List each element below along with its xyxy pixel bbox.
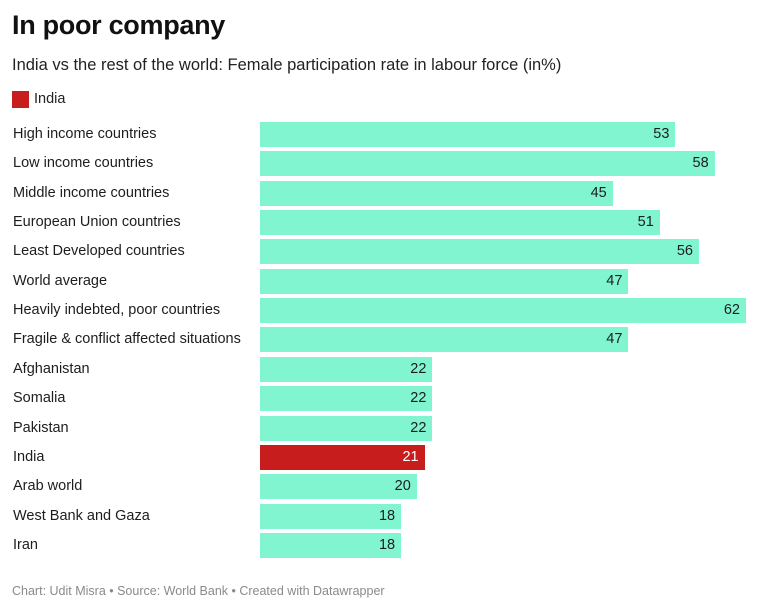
category-label-west-bank-and-gaza: West Bank and Gaza xyxy=(13,507,150,524)
bar-row-middle-income-countries: Middle income countries 45 xyxy=(0,180,759,210)
category-label-least-developed-countries: Least Developed countries xyxy=(13,243,185,260)
bar-arab-world: 20 xyxy=(260,474,417,500)
bar-row-european-union-countries: European Union countries 51 xyxy=(0,210,759,239)
chart-legend: India xyxy=(12,90,65,108)
value-label-iran: 18 xyxy=(378,536,396,553)
value-label-fragile-and-conflict-affected-situations: 47 xyxy=(606,331,623,348)
bar-afghanistan: 22 xyxy=(260,356,433,382)
bar-fragile-and-conflict-affected-situations: 47 xyxy=(260,327,629,353)
bar-low-income-countries: 58 xyxy=(260,151,715,177)
value-label-pakistan: 22 xyxy=(410,419,427,436)
bar-row-iran: Iran 18 xyxy=(0,532,759,562)
bar-row-india: India 21 xyxy=(0,444,759,474)
value-label-india: 21 xyxy=(402,448,419,465)
bar-heavily-indebted-poor-countries: 62 xyxy=(260,298,746,324)
bar-row-high-income-countries: High income countries 53 xyxy=(0,122,759,151)
bar-india: 21 xyxy=(260,444,425,470)
bar-row-pakistan: Pakistan 22 xyxy=(0,415,759,445)
bar-high-income-countries: 53 xyxy=(260,122,676,147)
bar-row-low-income-countries: Low income countries 58 xyxy=(0,151,759,180)
category-label-heavily-indebted-poor-countries: Heavily indebted, poor countries xyxy=(13,302,221,319)
value-label-somalia: 22 xyxy=(410,390,427,407)
bar-row-somalia: Somalia 22 xyxy=(0,386,759,415)
category-label-low-income-countries: Low income countries xyxy=(13,155,154,172)
value-label-world-average: 47 xyxy=(606,272,623,289)
category-label-somalia: Somalia xyxy=(13,390,66,407)
value-label-low-income-countries: 58 xyxy=(692,155,709,172)
category-label-middle-income-countries: Middle income countries xyxy=(13,184,170,201)
legend-label-india: India xyxy=(34,91,66,107)
chart-title: In poor company xyxy=(12,10,226,40)
category-label-pakistan: Pakistan xyxy=(13,419,69,436)
bar-least-developed-countries: 56 xyxy=(260,239,699,265)
value-label-arab-world: 20 xyxy=(394,478,411,495)
bar-somalia: 22 xyxy=(260,386,433,412)
bar-row-heavily-indebted-poor-countries: Heavily indebted, poor countries 62 xyxy=(0,298,759,327)
bar-row-world-average: World average 47 xyxy=(0,268,759,298)
bar-pakistan: 22 xyxy=(260,415,433,441)
bar-row-least-developed-countries: Least Developed countries 56 xyxy=(0,239,759,268)
chart-subtitle: India vs the rest of the world: Female p… xyxy=(12,56,562,74)
category-label-high-income-countries: High income countries xyxy=(13,126,157,142)
category-label-arab-world: Arab world xyxy=(13,478,83,495)
bar-middle-income-countries: 45 xyxy=(260,180,613,206)
value-label-european-union-countries: 51 xyxy=(637,214,654,231)
bar-european-union-countries: 51 xyxy=(260,210,660,236)
bar-world-average: 47 xyxy=(260,268,629,294)
value-label-high-income-countries: 53 xyxy=(653,126,670,142)
legend-swatch-india xyxy=(12,90,29,108)
category-label-india: India xyxy=(13,448,45,465)
value-label-west-bank-and-gaza: 18 xyxy=(378,507,396,524)
category-label-european-union-countries: European Union countries xyxy=(13,214,181,231)
category-label-fragile-and-conflict-affected-situations: Fragile & conflict affected situations xyxy=(13,331,241,348)
category-label-afghanistan: Afghanistan xyxy=(13,360,90,377)
bar-row-west-bank-and-gaza: West Bank and Gaza 18 xyxy=(0,503,759,533)
bar-row-afghanistan: Afghanistan 22 xyxy=(0,356,759,386)
category-label-world-average: World average xyxy=(13,272,108,289)
value-label-heavily-indebted-poor-countries: 62 xyxy=(723,302,740,319)
bar-iran: 18 xyxy=(260,532,402,558)
bar-west-bank-and-gaza: 18 xyxy=(260,503,402,529)
value-label-afghanistan: 22 xyxy=(410,360,427,377)
bar-row-fragile-and-conflict-affected-situations: Fragile & conflict affected situations 47 xyxy=(0,327,759,356)
bar-row-arab-world: Arab world 20 xyxy=(0,474,759,503)
category-label-iran: Iran xyxy=(13,536,38,553)
bar-chart: High income countries 53 Low income countr… xyxy=(0,122,759,564)
chart-footer: Chart: Udit Misra • Source: World Bank •… xyxy=(12,584,385,598)
value-label-middle-income-countries: 45 xyxy=(590,184,607,201)
value-label-least-developed-countries: 56 xyxy=(676,243,693,260)
